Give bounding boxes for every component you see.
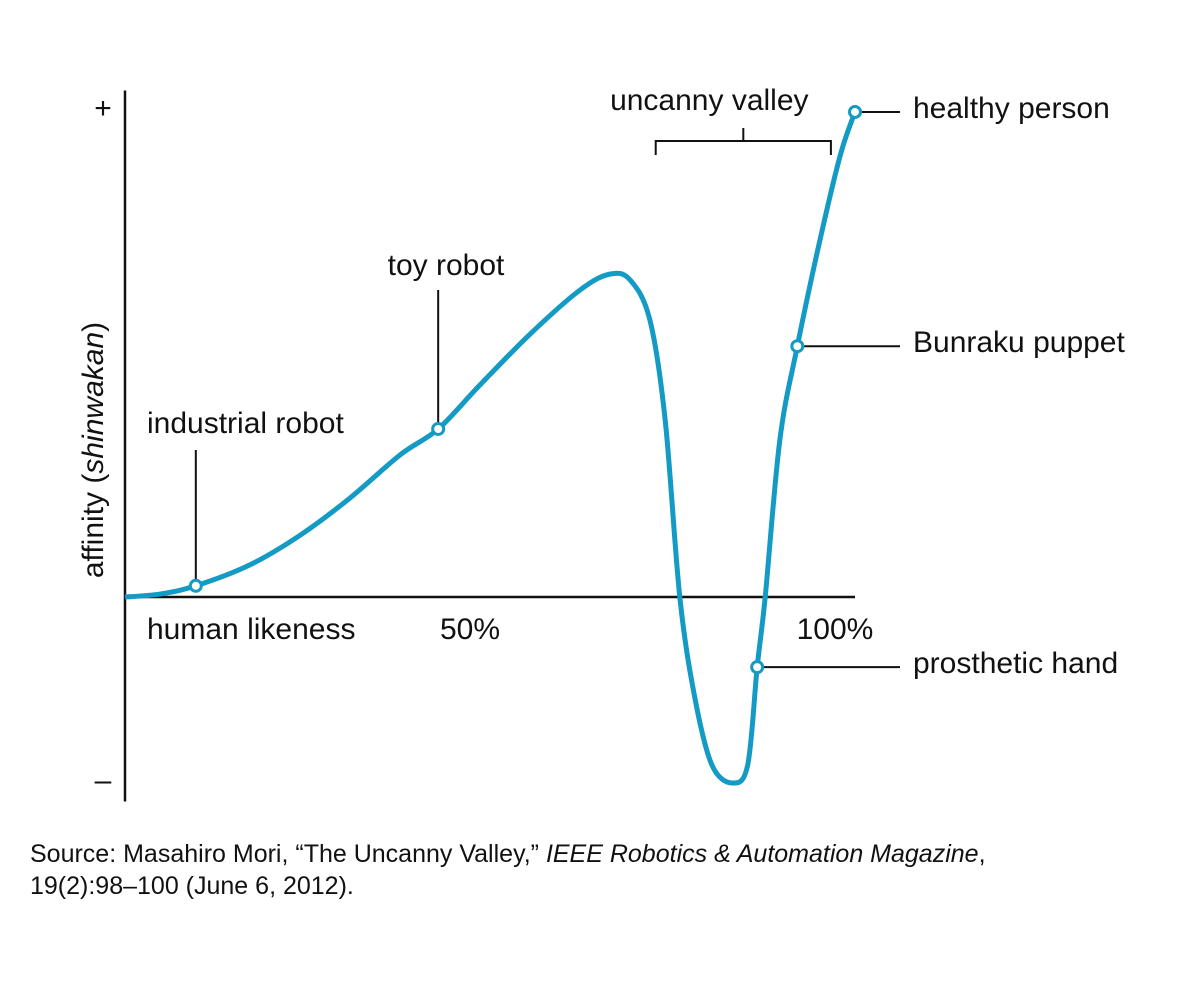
source-line: Source: Masahiro Mori, “The Uncanny Vall… bbox=[30, 840, 986, 868]
source-part: 19(2):98–100 (June 6, 2012). bbox=[30, 872, 354, 900]
y-axis-label: affinity (shinwakan) bbox=[77, 322, 110, 578]
annotation-label: healthy person bbox=[913, 92, 1110, 125]
annotation-point bbox=[848, 104, 862, 119]
bracket bbox=[654, 128, 832, 155]
y-tick-label: + bbox=[94, 92, 112, 125]
bracket-label: uncanny valley bbox=[610, 84, 808, 117]
source-part: , bbox=[979, 840, 986, 868]
annotation-point bbox=[431, 421, 446, 436]
annotation-label: Bunraku puppet bbox=[913, 326, 1125, 359]
annotation-point bbox=[790, 339, 805, 354]
annotation-label: industrial robot bbox=[147, 407, 344, 440]
annotation-label: prosthetic hand bbox=[913, 647, 1118, 680]
x-tick-label: 100% bbox=[797, 613, 874, 646]
y-label-part: shinwakan bbox=[77, 332, 110, 474]
source-part: IEEE Robotics & Automation Magazine bbox=[546, 840, 979, 868]
x-axis-label: human likeness bbox=[147, 613, 355, 646]
y-label-part: affinity ( bbox=[77, 474, 110, 579]
annotation-point bbox=[188, 578, 203, 593]
source-part: Source: Masahiro Mori, “The Uncanny Vall… bbox=[30, 840, 546, 868]
source-line: 19(2):98–100 (June 6, 2012). bbox=[30, 872, 354, 900]
x-tick-label: 50% bbox=[440, 613, 500, 646]
y-tick-label: – bbox=[95, 764, 112, 797]
y-label-part: ) bbox=[77, 322, 110, 332]
annotation-label: toy robot bbox=[388, 249, 505, 282]
curve bbox=[124, 111, 858, 786]
annotation-point bbox=[750, 660, 765, 675]
